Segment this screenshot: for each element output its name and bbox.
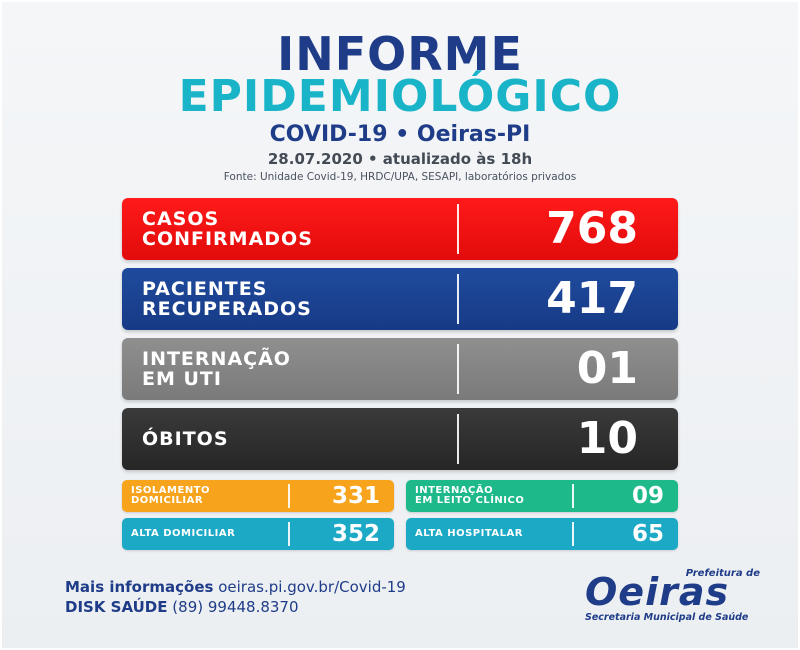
logo-prefeitura: Prefeitura de <box>685 568 760 579</box>
card-label-line2: EM UTI <box>142 368 222 390</box>
card-label: ÓBITOS <box>142 408 442 470</box>
mini-label-line2: DOMICILIAR <box>131 495 204 506</box>
card-label-line2: RECUPERADOS <box>142 298 312 320</box>
date-updated: 28.07.2020 • atualizado às 18h <box>267 150 533 168</box>
footer-info: Mais informações oeiras.pi.gov.br/Covid-… <box>65 578 406 596</box>
title-epidemiologico: EPIDEMIOLÓGICO <box>178 71 622 122</box>
mini-isolamento-domiciliar: ISOLAMENTO DOMICILIAR 331 <box>122 480 394 512</box>
card-label: CASOS CONFIRMADOS <box>142 198 442 260</box>
mini-value: 331 <box>331 483 380 509</box>
card-divider <box>457 414 459 464</box>
card-obitos: ÓBITOS 10 <box>122 408 678 470</box>
card-value: 10 <box>576 413 638 464</box>
card-label-line2: CONFIRMADOS <box>142 228 313 250</box>
logo-secretaria: Secretaria Municipal de Saúde <box>585 612 749 623</box>
mini-divider <box>288 522 290 546</box>
mini-label-line1: ALTA HOSPITALAR <box>415 527 523 539</box>
mini-divider <box>288 484 290 508</box>
card-label: INTERNAÇÃO EM UTI <box>142 338 442 400</box>
card-divider <box>457 274 459 324</box>
card-value: 768 <box>546 203 638 254</box>
card-label-line1: PACIENTES <box>142 278 268 300</box>
card-internacao-uti: INTERNAÇÃO EM UTI 01 <box>122 338 678 400</box>
mini-value: 65 <box>631 521 664 547</box>
card-casos-confirmados: CASOS CONFIRMADOS 768 <box>122 198 678 260</box>
card-divider <box>457 344 459 394</box>
title-informe: INFORME <box>277 27 523 81</box>
mini-label-line1: ISOLAMENTO <box>131 484 211 496</box>
card-value: 01 <box>576 343 638 394</box>
footer-info-url[interactable]: oeiras.pi.gov.br/Covid-19 <box>218 578 406 596</box>
oeiras-logo: Prefeitura de Oeiras Secretaria Municipa… <box>585 568 760 628</box>
card-divider <box>457 204 459 254</box>
footer-info-label: Mais informações <box>65 578 214 596</box>
card-label: PACIENTES RECUPERADOS <box>142 268 442 330</box>
footer-phone-label: DISK SAÚDE <box>65 598 168 616</box>
card-label-line1: INTERNAÇÃO <box>142 348 291 370</box>
mini-divider <box>572 522 574 546</box>
mini-label: ALTA HOSPITALAR <box>415 518 575 550</box>
mini-label: ALTA DOMICILIAR <box>131 518 291 550</box>
mini-divider <box>572 484 574 508</box>
mini-label: ISOLAMENTO DOMICILIAR <box>131 480 291 512</box>
logo-name: Oeiras <box>585 570 730 614</box>
mini-alta-hospitalar: ALTA HOSPITALAR 65 <box>406 518 678 550</box>
mini-value: 352 <box>331 521 380 547</box>
footer-phone: DISK SAÚDE (89) 99448.8370 <box>65 598 299 616</box>
card-pacientes-recuperados: PACIENTES RECUPERADOS 417 <box>122 268 678 330</box>
mini-alta-domiciliar: ALTA DOMICILIAR 352 <box>122 518 394 550</box>
mini-value: 09 <box>631 483 664 509</box>
footer-phone-number: (89) 99448.8370 <box>172 598 299 616</box>
subtitle: COVID-19 • Oeiras-PI <box>269 122 531 147</box>
mini-label-line1: ALTA DOMICILIAR <box>131 527 236 539</box>
card-label-line1: ÓBITOS <box>142 428 229 450</box>
card-label-line1: CASOS <box>142 208 220 230</box>
data-source: Fonte: Unidade Covid-19, HRDC/UPA, SESAP… <box>223 171 577 183</box>
card-value: 417 <box>546 273 638 324</box>
mini-label-line2: EM LEITO CLÍNICO <box>415 495 525 506</box>
mini-label-line1: INTERNAÇÃO <box>415 484 494 496</box>
mini-internacao-leito-clinico: INTERNAÇÃO EM LEITO CLÍNICO 09 <box>406 480 678 512</box>
mini-label: INTERNAÇÃO EM LEITO CLÍNICO <box>415 480 575 512</box>
